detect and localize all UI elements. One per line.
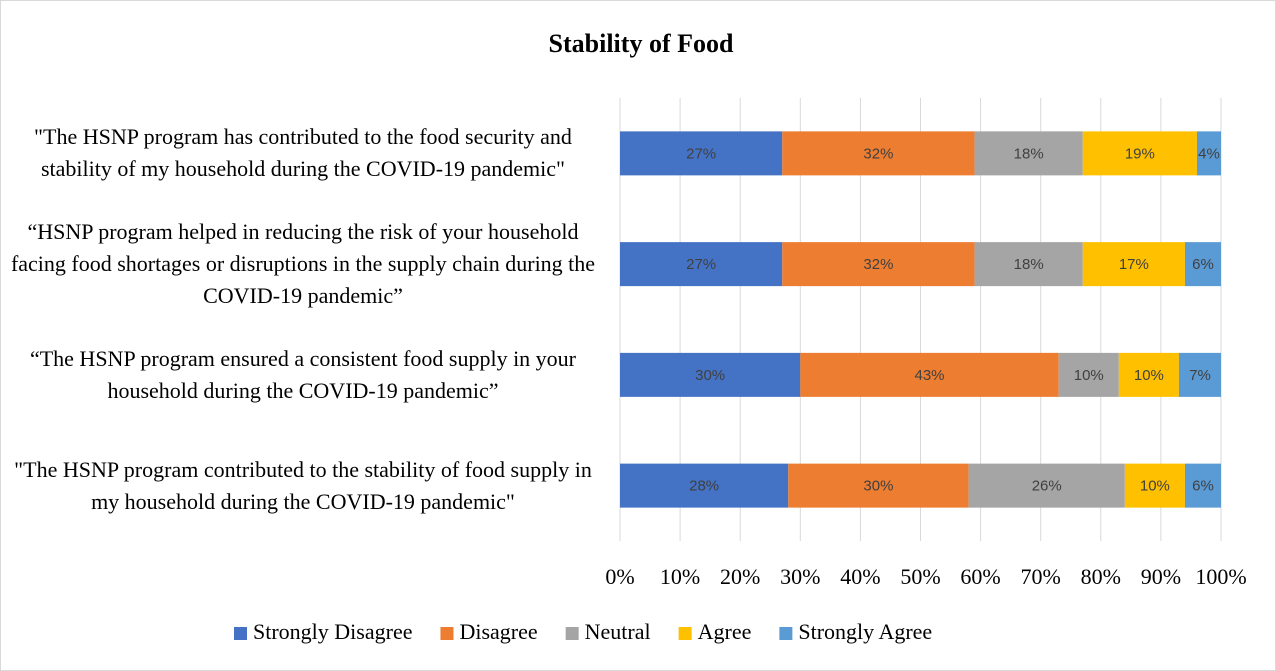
x-tick-label: 100%: [1195, 564, 1246, 589]
data-label: 4%: [1198, 145, 1220, 162]
bar-segment: [620, 463, 789, 508]
legend-label: Agree: [698, 619, 752, 644]
data-label: 30%: [863, 478, 893, 495]
legend-marker: [779, 627, 793, 640]
data-label: 32%: [863, 145, 893, 162]
bar-segment: [1118, 352, 1179, 397]
data-label: 43%: [914, 367, 944, 384]
bar-segment: [1184, 463, 1221, 508]
x-tick-label: 60%: [960, 564, 1000, 589]
data-label: 6%: [1192, 478, 1214, 495]
bar-segment: [974, 242, 1083, 287]
bar-segment: [782, 242, 975, 287]
x-tick-label: 90%: [1141, 564, 1181, 589]
bar-segment: [782, 131, 975, 176]
bar-segment: [1196, 131, 1221, 176]
legend-marker: [565, 627, 579, 640]
y-tick-label: “HSNP program helped in reducing the ris…: [10, 219, 596, 309]
x-tick-label: 50%: [900, 564, 940, 589]
data-label: 27%: [686, 256, 716, 273]
bar-segment: [620, 352, 801, 397]
y-tick-label: “The HSNP program ensured a consistent f…: [29, 345, 577, 403]
bar-segment: [620, 131, 783, 176]
bar-segment: [800, 352, 1059, 397]
data-label: 26%: [1032, 478, 1062, 495]
data-label: 28%: [689, 478, 719, 495]
x-tick-label: 30%: [780, 564, 820, 589]
x-tick-label: 10%: [660, 564, 700, 589]
bar-segment: [1058, 352, 1119, 397]
bar-segment: [1178, 352, 1221, 397]
data-label: 7%: [1189, 367, 1211, 384]
legend-label: Neutral: [585, 619, 651, 644]
bar-segment: [620, 242, 783, 287]
bar-segment: [788, 463, 969, 508]
data-label: 19%: [1125, 145, 1155, 162]
x-tick-label: 70%: [1021, 564, 1061, 589]
x-tick-label: 80%: [1081, 564, 1121, 589]
data-label: 10%: [1140, 478, 1170, 495]
data-label: 17%: [1119, 256, 1149, 273]
chart-title: Stability of Food: [549, 29, 734, 58]
y-tick-label: "The HSNP program contributed to the sta…: [14, 456, 592, 514]
data-label: 27%: [686, 145, 716, 162]
bar-segment: [974, 131, 1083, 176]
bar-segment: [1124, 463, 1185, 508]
legend-marker: [440, 627, 454, 640]
data-label: 10%: [1074, 367, 1104, 384]
legend-marker: [234, 627, 247, 640]
legend-marker: [678, 627, 692, 640]
legend-label: Strongly Disagree: [253, 619, 412, 644]
y-tick-label: "The HSNP program has contributed to the…: [34, 124, 572, 182]
data-label: 10%: [1134, 367, 1164, 384]
data-label: 32%: [863, 256, 893, 273]
bar-segment: [1082, 242, 1185, 287]
x-tick-label: 40%: [840, 564, 880, 589]
bar-segment: [1082, 131, 1197, 176]
data-label: 18%: [1014, 256, 1044, 273]
legend-label: Strongly Agree: [798, 619, 932, 644]
data-label: 18%: [1014, 145, 1044, 162]
bar-segment: [1184, 242, 1221, 287]
data-label: 6%: [1192, 256, 1214, 273]
bar-segment: [968, 463, 1125, 508]
data-label: 30%: [695, 367, 725, 384]
legend-label: Disagree: [459, 619, 537, 644]
x-tick-label: 20%: [720, 564, 760, 589]
x-tick-label: 0%: [605, 564, 634, 589]
